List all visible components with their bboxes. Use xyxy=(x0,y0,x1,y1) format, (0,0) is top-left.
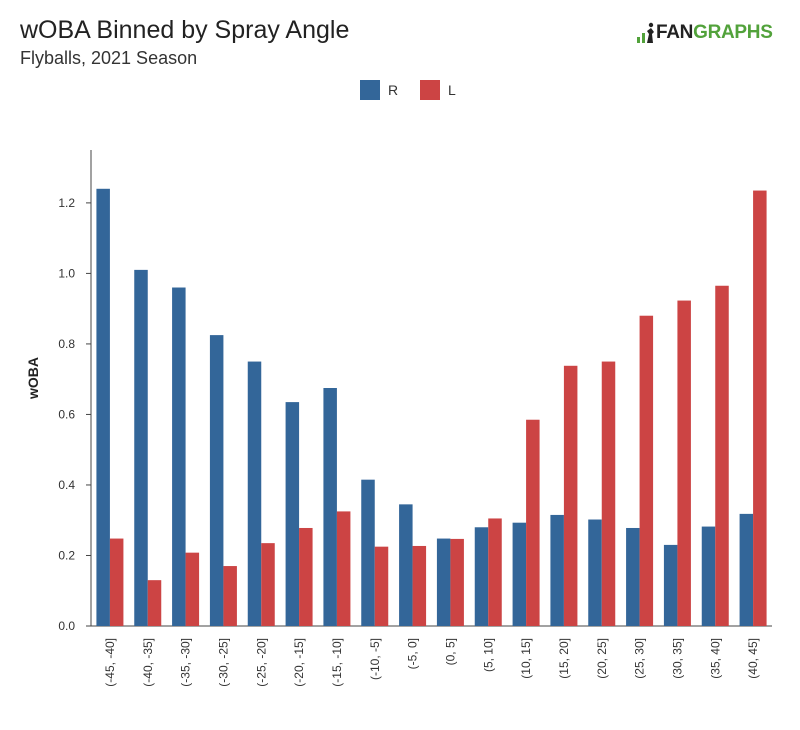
bar-l xyxy=(185,552,200,626)
x-tick-label: (-40, -35] xyxy=(141,638,155,687)
x-tick-label: (5, 10] xyxy=(481,638,495,672)
x-tick-label: (-25, -20] xyxy=(254,638,268,687)
x-tick-label: (-5, 0] xyxy=(406,638,420,669)
x-tick-label: (25, 30] xyxy=(633,638,647,679)
y-tick-label: 0.0 xyxy=(58,619,75,633)
bar-r xyxy=(209,335,224,626)
bar-r xyxy=(247,361,262,626)
fangraphs-mark-icon xyxy=(637,22,654,43)
bar-r xyxy=(739,513,754,626)
y-tick-label: 0.8 xyxy=(58,337,75,351)
bar-l xyxy=(563,365,578,626)
bar-l xyxy=(223,566,237,626)
x-tick-label: (-10, -5] xyxy=(368,638,382,680)
bar-l xyxy=(488,518,502,626)
bar-r xyxy=(701,526,716,626)
bar-l xyxy=(753,190,767,626)
x-tick-label: (0, 5] xyxy=(443,638,457,665)
bar-r xyxy=(626,527,640,626)
x-tick-label: (-15, -10] xyxy=(330,638,344,687)
bar-r xyxy=(399,504,413,626)
bar-l xyxy=(261,543,275,626)
bar-r xyxy=(134,269,148,626)
chart-title: wOBA Binned by Spray Angle xyxy=(20,16,350,44)
bar-l xyxy=(109,538,124,626)
legend-label-r: R xyxy=(388,82,399,98)
y-tick-label: 0.6 xyxy=(58,407,75,421)
logo-wordmark: FANGRAPHS xyxy=(656,22,773,44)
x-tick-label: (-35, -30] xyxy=(179,638,193,687)
bar-l xyxy=(412,545,427,626)
chart-subtitle: Flyballs, 2021 Season xyxy=(20,48,198,68)
x-tick-label: (20, 25] xyxy=(595,638,609,679)
bar-r xyxy=(588,519,602,626)
bar-r xyxy=(361,479,375,626)
y-tick-label: 1.2 xyxy=(58,196,75,210)
bar-l xyxy=(677,300,691,626)
bar-l xyxy=(299,527,313,626)
bar-r xyxy=(474,527,489,626)
bar-l xyxy=(601,361,616,626)
x-tick-label: (15, 20] xyxy=(557,638,571,679)
fangraphs-logo: FANGRAPHS xyxy=(636,22,786,46)
legend-swatch-r xyxy=(360,80,380,100)
logo-text-fan: FAN xyxy=(656,22,694,43)
bar-l xyxy=(374,546,389,626)
bar-l xyxy=(639,315,654,626)
bar-r xyxy=(96,188,110,626)
x-tick-label: (-20, -15] xyxy=(292,638,306,687)
y-tick-label: 0.4 xyxy=(58,478,75,492)
x-tick-label: (-30, -25] xyxy=(216,638,230,687)
bar-l xyxy=(147,580,162,626)
y-tick-label: 0.2 xyxy=(58,548,75,562)
bar-l xyxy=(526,419,540,626)
bar-l xyxy=(450,538,464,626)
bar-r xyxy=(550,514,564,626)
bar-l xyxy=(715,285,729,626)
bar-r xyxy=(436,538,451,626)
legend-label-l: L xyxy=(448,82,456,98)
bar-r xyxy=(285,402,300,626)
bar-l xyxy=(336,511,351,626)
legend-swatch-l xyxy=(420,80,440,100)
x-tick-label: (10, 15] xyxy=(519,638,533,679)
x-tick-label: (40, 45] xyxy=(746,638,760,679)
bar-r xyxy=(663,544,678,626)
y-axis-label: wOBA xyxy=(25,357,41,400)
y-tick-label: 1.0 xyxy=(58,266,75,280)
logo-text-graphs: GRAPHS xyxy=(693,22,773,43)
x-tick-label: (-45, -40] xyxy=(103,638,117,687)
bar-r xyxy=(323,388,337,626)
x-tick-label: (35, 40] xyxy=(708,638,722,679)
bar-r xyxy=(512,522,527,626)
bar-r xyxy=(172,287,186,626)
x-tick-label: (30, 35] xyxy=(670,638,684,679)
